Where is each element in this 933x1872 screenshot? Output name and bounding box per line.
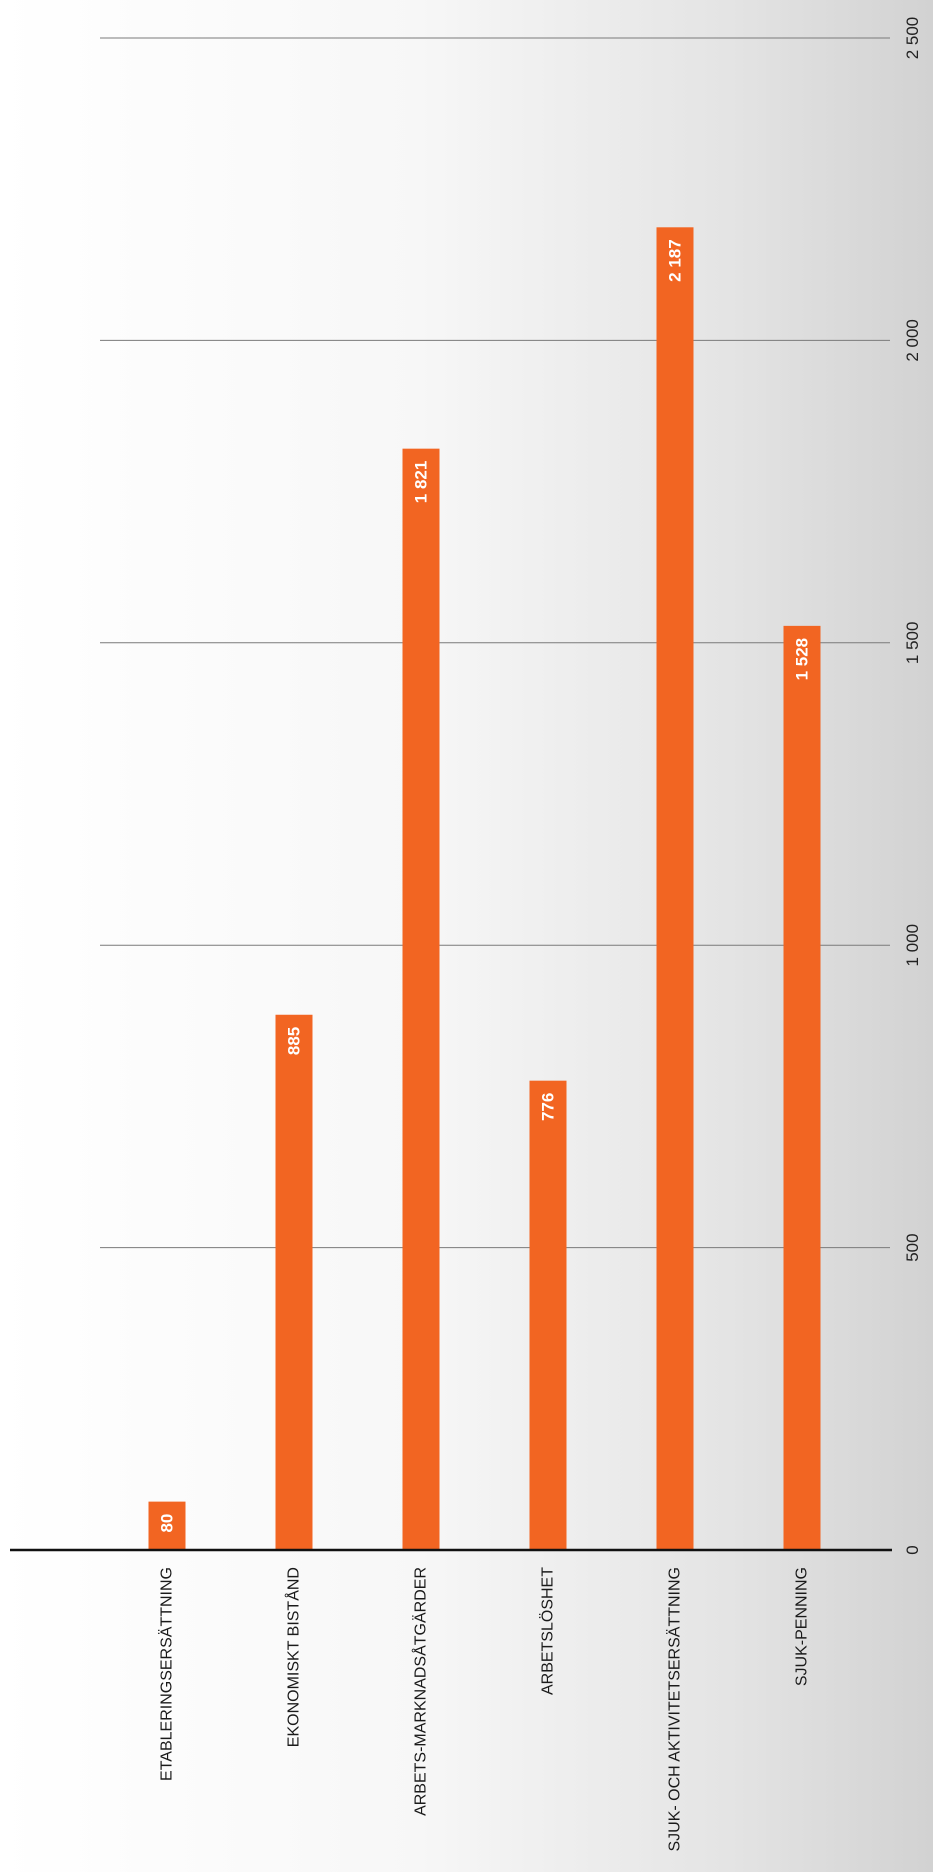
value-label: 1 821: [412, 461, 431, 504]
category-label: SJUK- OCH AKTIVITETSERSÄTTNING: [666, 1567, 684, 1851]
tick-label: 1 000: [903, 924, 922, 967]
bar: [402, 448, 440, 1551]
tick-label: 0: [903, 1545, 922, 1554]
value-label: 80: [158, 1514, 177, 1533]
bar: [529, 1080, 567, 1550]
value-label: 1 528: [793, 638, 812, 681]
bar: [783, 625, 821, 1550]
value-label: 776: [539, 1093, 558, 1121]
category-label: EKONOMISKT BISTÅND: [284, 1567, 303, 1747]
bar: [275, 1014, 313, 1550]
tick-label: 2 000: [903, 319, 922, 362]
labels: 0 500 1 000 1 500 2 000 2 500 80 ETABLERINGSERS…: [158, 17, 923, 1852]
tick-label: 500: [903, 1233, 922, 1261]
tick-label: 1 500: [903, 622, 922, 665]
bar: [656, 227, 694, 1551]
category-label: ETABLERINGSERSÄTTNING: [158, 1567, 176, 1781]
value-label: 2 187: [666, 239, 685, 282]
category-label: ARBETSLÖSHET: [539, 1567, 557, 1695]
bars: [148, 227, 821, 1551]
tick-label: 2 500: [903, 17, 922, 60]
value-label: 885: [285, 1027, 304, 1055]
category-label: ARBETS-MARKNADSÅTGÄRDER: [411, 1567, 430, 1816]
bar: [148, 1501, 186, 1550]
gridlines: [100, 37, 890, 1249]
category-label: SJUK-PENNING: [794, 1567, 811, 1686]
